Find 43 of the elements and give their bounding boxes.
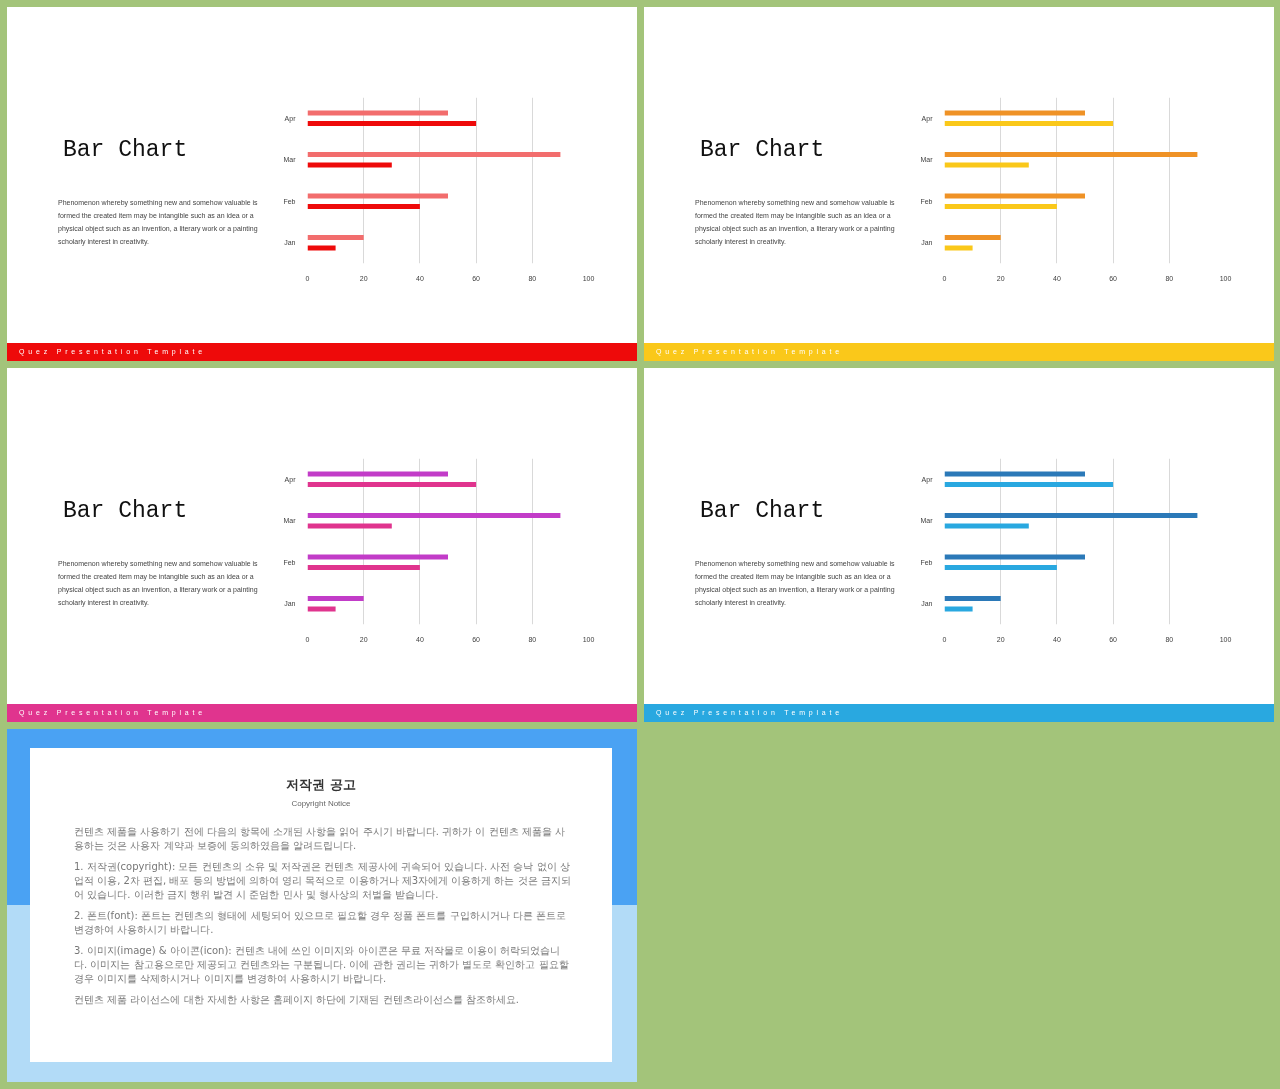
bar xyxy=(944,235,1001,241)
bar xyxy=(307,203,420,209)
bar xyxy=(307,564,420,570)
bar xyxy=(944,523,1029,529)
bar xyxy=(307,596,364,602)
bar xyxy=(944,162,1029,168)
text: 컨텐츠 제품을 사용하기 전에 다음의 항목에 소개된 사항을 읽어 주시기 바랍니다. 귀하가 이 컨텐츠 제품을 사용하는 것은 사용자 계약과 보증에 동의하였음을 알려드립니다. xyxy=(74,825,566,853)
bar xyxy=(944,606,973,612)
bar xyxy=(307,110,448,116)
bar xyxy=(944,513,1198,519)
text: 1. 저작권(copyright): 모든 컨텐츠의 소유 및 저작권은 컨텐츠 제공사에 귀속되어 있습니다. 사전 승낙 없이 상업적 이용, 2차 편집, 배포 등의 방법에 의하여 영리 목적으로 이용하거나 제3자에게 이용하게 하는 것은 금지되어 있습니다. 이러한 금지 행위 발견 시 준엄한 민사 및 형사상의 처벌을 받습니다. xyxy=(74,860,572,902)
text: 2. 폰트(font): 폰트는 컨텐츠의 형태에 세팅되어 있으므로 필요할 경우 정품 폰트를 구입하시거나 다른 폰트로 변경하여 사용하시기 바랍니다. xyxy=(74,909,567,937)
bar xyxy=(944,110,1085,116)
bar xyxy=(307,523,392,529)
bar xyxy=(307,471,448,477)
bar xyxy=(307,245,336,251)
bar xyxy=(944,564,1057,570)
bar xyxy=(307,152,561,158)
bar xyxy=(944,193,1085,199)
bar xyxy=(944,203,1057,209)
bar xyxy=(307,235,364,241)
bar xyxy=(307,162,392,168)
bar xyxy=(944,245,973,251)
text: 컨텐츠 제품 라이선스에 대한 자세한 사항은 홈페이지 하단에 기재된 컨텐츠라이선스를 참조하세요. xyxy=(74,993,520,1007)
bar xyxy=(307,606,336,612)
bar xyxy=(944,152,1198,158)
bar xyxy=(307,193,448,199)
bar xyxy=(307,120,477,126)
text: 저작권 공고 xyxy=(285,776,357,794)
bar xyxy=(307,554,448,560)
bar xyxy=(307,513,561,519)
bar xyxy=(307,481,477,487)
bar xyxy=(944,471,1085,477)
text: Bar Chart xyxy=(63,497,188,526)
bar xyxy=(944,596,1001,602)
text: Bar Chart xyxy=(700,497,825,526)
text: Copyright Notice xyxy=(290,797,352,809)
text: Bar Chart xyxy=(700,136,825,165)
text: 3. 이미지(image) & 아이콘(icon): 컨텐츠 내에 쓰인 이미지와 아이콘은 무료 저작물로 이용이 허락되었습니다. 이미지는 참고용으로만 제공되고 컨텐츠와는 구분됩니다. 이에 관한 권리는 귀하가 별도로 확인하고 필요할 경우 이미지를 삭제하시거나 이미지를 변경하여 사용하시기 바랍니다. xyxy=(74,944,570,986)
text: Bar Chart xyxy=(63,136,188,165)
bar xyxy=(944,554,1085,560)
bar xyxy=(944,481,1114,487)
bar xyxy=(944,120,1114,126)
